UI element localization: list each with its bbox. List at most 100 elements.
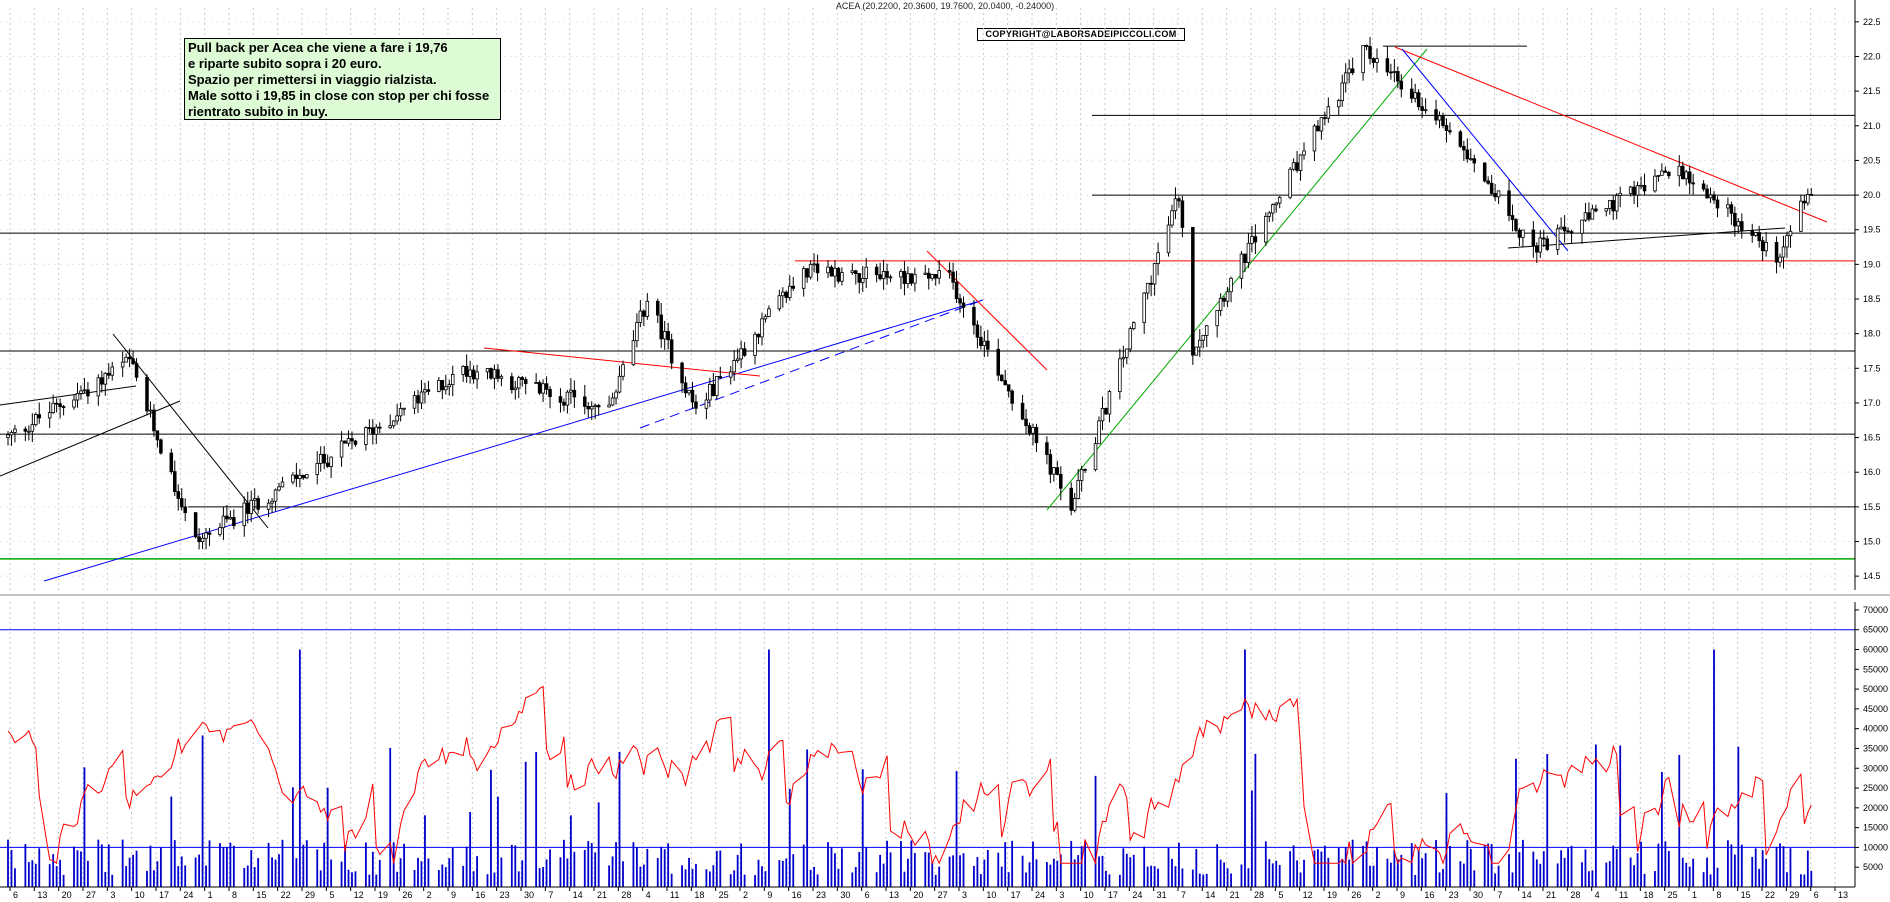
volume-bar: [1761, 850, 1764, 887]
volume-bar: [934, 874, 937, 887]
day-tick-label: 9: [451, 890, 456, 900]
candle-body: [374, 426, 379, 435]
candle-body: [1218, 297, 1223, 311]
volume-bar: [24, 844, 27, 887]
volume-bar: [465, 846, 468, 887]
candle-body: [47, 412, 52, 419]
candle-body: [1590, 208, 1595, 220]
volume-bar: [1473, 870, 1476, 887]
oscillator-series: [7, 685, 1812, 866]
volume-bar: [344, 845, 346, 887]
volume-bar: [1094, 775, 1097, 887]
candle-body: [1628, 186, 1633, 194]
day-tick-label: 13: [37, 890, 47, 900]
volume-bar: [1535, 859, 1538, 887]
volume-bar: [986, 849, 989, 887]
candle-body: [1340, 82, 1344, 101]
candle-body: [1198, 339, 1202, 348]
day-tick-label: 14: [1522, 890, 1532, 900]
volume-bar: [559, 857, 562, 887]
candle-body: [739, 348, 743, 360]
candle-body: [565, 391, 570, 406]
volume-bar: [184, 865, 187, 887]
candle-body: [1458, 131, 1463, 147]
day-tick-label: 9: [767, 890, 772, 900]
day-tick-label: 18: [1643, 890, 1653, 900]
candle-body: [541, 383, 545, 394]
volume-bar: [243, 867, 246, 887]
volume-bar: [1296, 860, 1298, 887]
candle-body: [1764, 242, 1768, 252]
candle-body: [1215, 309, 1219, 327]
candle-body: [760, 318, 764, 338]
volume-bar: [622, 861, 624, 887]
volume-bar: [1716, 867, 1719, 887]
volume-bar: [1035, 859, 1038, 887]
candle-body: [499, 376, 504, 379]
candle-body: [367, 427, 372, 430]
day-tick-label: 28: [621, 890, 631, 900]
volume-bars: [7, 649, 1813, 887]
candle-body: [402, 407, 406, 410]
candle-body: [1667, 171, 1671, 177]
volume-bar: [757, 859, 760, 887]
volume-bar: [1032, 841, 1034, 887]
volume-bar: [55, 866, 58, 887]
volume-bar: [1567, 848, 1569, 887]
volume-bar: [104, 872, 107, 887]
volume-bar: [305, 840, 308, 887]
candle-body: [468, 369, 472, 377]
candle-body: [958, 298, 962, 304]
candle-body: [1399, 80, 1404, 90]
volume-bar: [1667, 851, 1670, 887]
price-tick-label: 20.5: [1863, 155, 1881, 165]
volume-bar: [1327, 857, 1330, 887]
candle-body: [471, 369, 476, 380]
candle-body: [1465, 149, 1470, 160]
candle-body: [58, 403, 62, 408]
volume-bar: [83, 767, 86, 887]
candle-body: [808, 263, 813, 278]
candle-body: [1687, 171, 1692, 184]
candle-body: [148, 409, 153, 412]
candle-body: [79, 390, 83, 394]
volume-bar: [1118, 874, 1121, 887]
volume-bar: [316, 849, 319, 887]
candle-body: [398, 408, 403, 417]
volume-bar: [924, 852, 927, 887]
price-tick-label: 19.0: [1863, 259, 1881, 269]
candle-body: [1083, 469, 1087, 471]
volume-bar: [1681, 857, 1684, 887]
candle-body: [933, 274, 938, 279]
candle-body: [854, 270, 858, 274]
candle-body: [1434, 109, 1438, 121]
volume-bar: [1105, 870, 1107, 887]
volume-bar: [497, 796, 499, 887]
candle-body: [423, 389, 427, 393]
candle-body: [492, 369, 497, 379]
volume-bar: [1605, 862, 1608, 887]
trendline: [926, 250, 1048, 371]
volume-bar: [232, 845, 235, 887]
volume-bar: [1303, 859, 1305, 887]
volume-bar: [1396, 859, 1399, 887]
day-tick-label: 6: [13, 890, 18, 900]
candle-body: [315, 463, 319, 475]
candle-body: [1225, 291, 1230, 302]
volume-bar: [1376, 847, 1378, 887]
volume-bar: [1692, 858, 1695, 887]
candle-body: [1194, 346, 1199, 356]
volume-bar: [1174, 866, 1177, 887]
day-tick-label: 17: [1011, 890, 1021, 900]
candle-body: [1097, 420, 1101, 445]
volume-bar: [1084, 840, 1087, 887]
candle-body: [631, 340, 636, 366]
volume-bar: [712, 865, 715, 887]
volume-bar: [159, 847, 162, 887]
volume-bar: [1000, 866, 1003, 887]
volume-bar: [813, 866, 816, 887]
volume-bar: [413, 870, 416, 887]
candle-body: [711, 384, 716, 396]
volume-bar: [1348, 859, 1351, 887]
volume-tick-label: 5000: [1863, 862, 1883, 872]
